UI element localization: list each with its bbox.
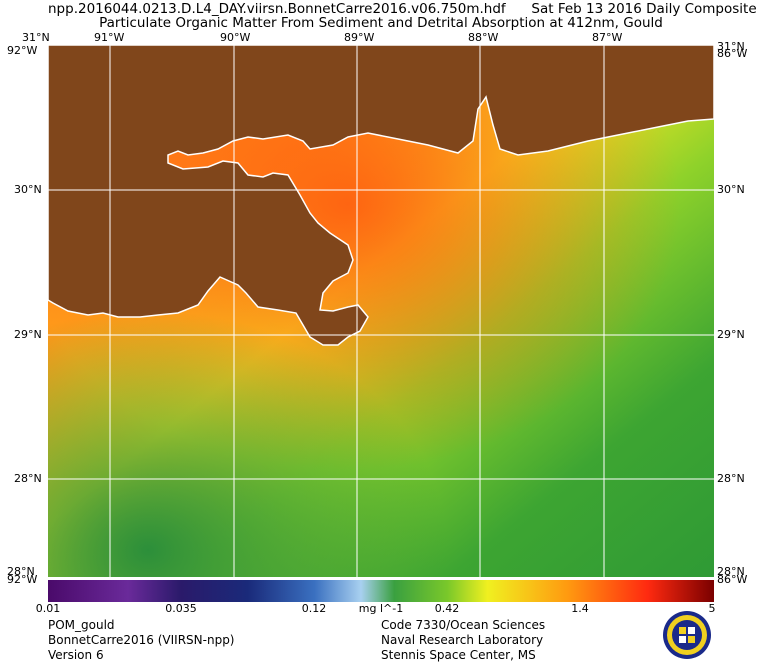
lat-label-29n-right: 29°N bbox=[717, 328, 745, 341]
corner-label-bottom-left-lon: 92°W bbox=[7, 573, 38, 586]
corner-label-bottom-right-lon: 86°W bbox=[717, 573, 748, 586]
colorbar-tick-0: 0.01 bbox=[35, 602, 61, 615]
colorbar-tick-4: 1.4 bbox=[571, 602, 589, 615]
graticule bbox=[48, 45, 714, 577]
lon-label-91w: 91°W bbox=[94, 31, 125, 44]
lon-label-87w: 87°W bbox=[592, 31, 623, 44]
corner-label-bottom-left-lat: 28°N bbox=[7, 565, 35, 578]
footer-code: Code 7330/Ocean Sciences bbox=[381, 618, 546, 632]
satellite-map[interactable] bbox=[48, 45, 714, 577]
colorbar-tick-1: 0.035 bbox=[165, 602, 197, 615]
colorbar-tick-2: 0.12 bbox=[301, 602, 327, 615]
colorbar bbox=[48, 580, 714, 602]
lat-label-30n-right: 30°N bbox=[717, 183, 745, 196]
corner-label-top-left-lat: 31°N bbox=[22, 31, 50, 44]
lon-label-90w: 90°W bbox=[220, 31, 251, 44]
colorbar-units: mg l^-1 bbox=[358, 602, 404, 615]
footer-version: Version 6 bbox=[48, 648, 104, 662]
lat-label-30n-left: 30°N bbox=[14, 183, 42, 196]
colorbar-tick-3: 0.42 bbox=[434, 602, 460, 615]
lat-label-28n-right: 28°N bbox=[717, 472, 745, 485]
land-mass bbox=[48, 45, 714, 346]
colorbar-tick-5: 5 bbox=[708, 602, 716, 615]
footer-org: Naval Research Laboratory bbox=[381, 633, 544, 647]
footer-location: Stennis Space Center, MS bbox=[381, 648, 536, 662]
footer-region: BonnetCarre2016 (VIIRSN-npp) bbox=[48, 633, 235, 647]
corner-label-top-left-lon: 92°W bbox=[7, 44, 38, 57]
lon-label-89w: 89°W bbox=[344, 31, 375, 44]
lat-label-28n-left: 28°N bbox=[14, 472, 42, 485]
corner-label-top-right-lat: 31°N bbox=[717, 40, 745, 53]
corner-label-bottom-right-lat: 28°N bbox=[717, 565, 745, 578]
product-filename-header: npp.2016044.0213.D.L4_DAY.viirsn.BonnetC… bbox=[48, 1, 757, 17]
lon-label-88w: 88°W bbox=[468, 31, 499, 44]
product-title: Particulate Organic Matter From Sediment… bbox=[99, 15, 663, 31]
footer-product: POM_gould bbox=[48, 618, 115, 632]
corner-label-top-right-lon: 86°W bbox=[717, 47, 748, 60]
lat-label-29n-left: 29°N bbox=[14, 328, 42, 341]
nrl-seal-icon bbox=[663, 611, 711, 659]
